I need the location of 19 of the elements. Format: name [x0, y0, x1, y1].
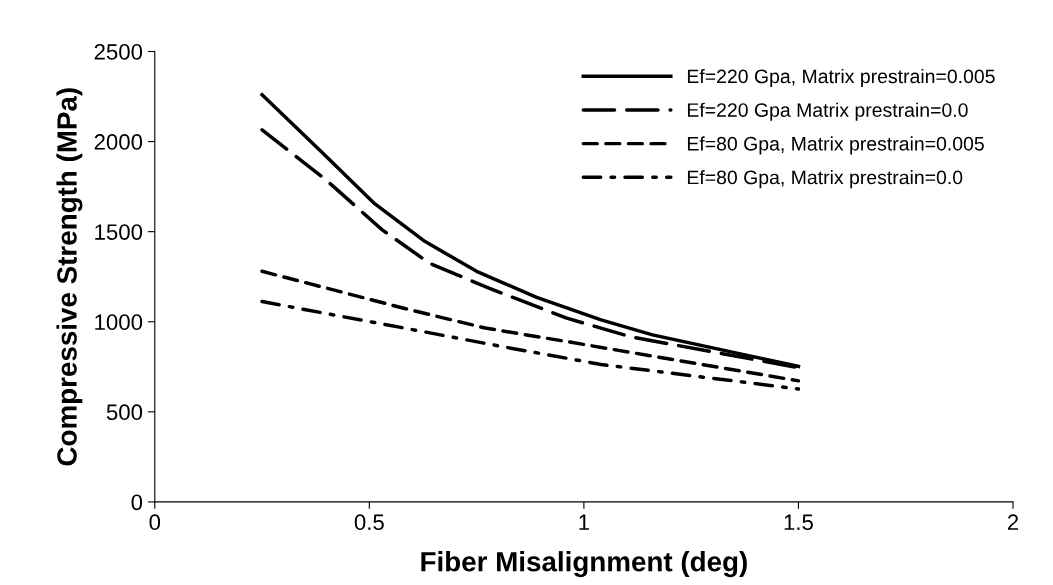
- y-tick-label: 2000: [94, 134, 143, 150]
- y-tick-label: 1000: [95, 314, 143, 331]
- y-tick-label: 1500: [95, 224, 143, 240]
- legend-label: Ef=80 Gpa, Matrix prestrain=0.005: [687, 136, 984, 155]
- y-tick-label: 0: [131, 494, 143, 511]
- legend-label: Ef=80 Gpa, Matrix prestrain=0.0: [687, 170, 963, 189]
- legend-label: Ef=220 Gpa, Matrix prestrain=0.005: [687, 68, 995, 88]
- y-axis-title: Compressive Strength (MPa): [56, 88, 83, 466]
- x-tick-label: 1.5: [784, 514, 813, 531]
- line-series: [260, 299, 801, 391]
- y-tick-label: 2500: [94, 44, 143, 60]
- x-tick-label: 1: [579, 514, 589, 530]
- x-tick-label: 2: [1007, 514, 1019, 530]
- x-axis-title: Fiber Misalignment (deg): [421, 551, 747, 578]
- legend-label: Ef=220 Gpa Matrix prestrain=0.0: [687, 102, 968, 121]
- x-tick-label: 0: [149, 514, 161, 531]
- line-series: [260, 269, 801, 383]
- x-tick-label: 0.5: [354, 514, 384, 531]
- y-tick-label: 500: [106, 404, 143, 421]
